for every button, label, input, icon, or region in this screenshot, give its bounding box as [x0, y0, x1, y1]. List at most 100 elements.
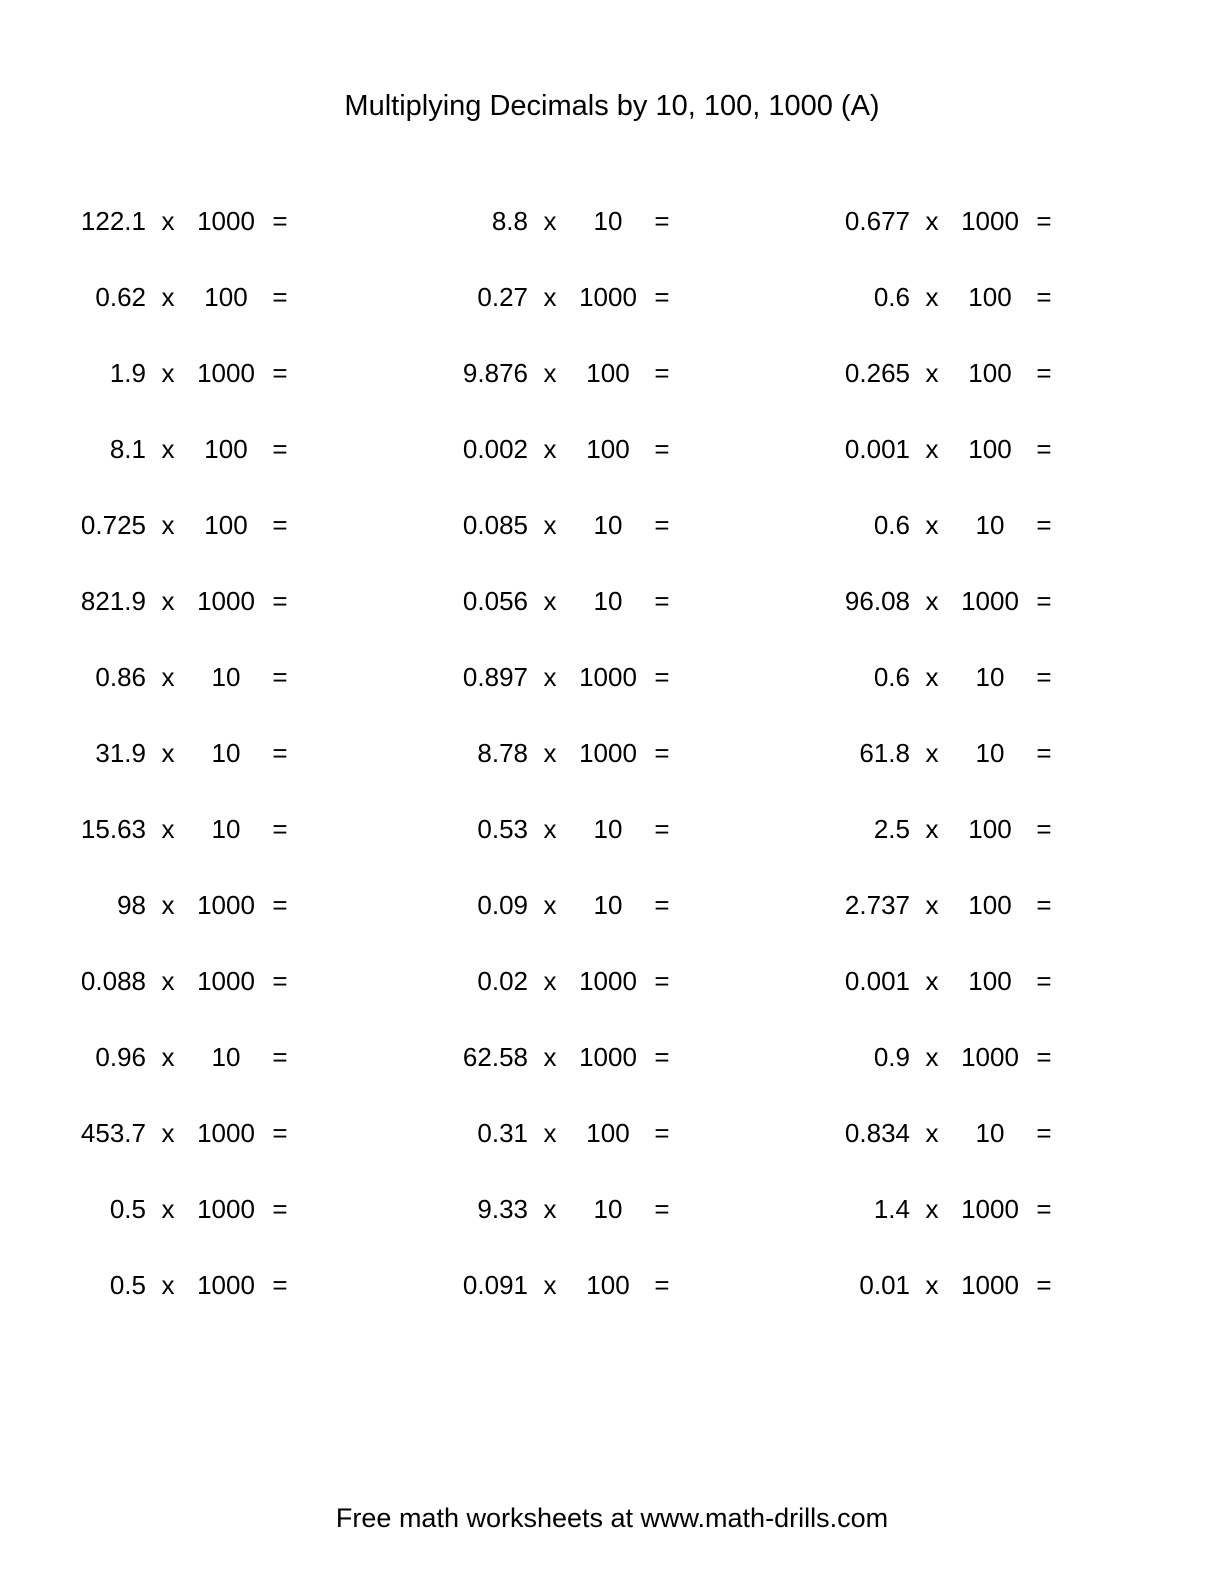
operand-1: 0.677: [824, 206, 910, 237]
operand-1: 62.58: [442, 1042, 528, 1073]
operand-1: 0.725: [60, 510, 146, 541]
operand-2: 1000: [572, 966, 644, 997]
equals-sign: =: [1026, 1270, 1062, 1301]
operand-1: 0.6: [824, 282, 910, 313]
multiply-operator: x: [528, 738, 572, 769]
operand-2: 10: [954, 510, 1026, 541]
operand-1: 9.33: [442, 1194, 528, 1225]
operand-1: 453.7: [60, 1118, 146, 1149]
equals-sign: =: [1026, 890, 1062, 921]
problem-row: 0.6x10=: [824, 639, 1164, 715]
problem-row: 0.897x1000=: [442, 639, 782, 715]
multiply-operator: x: [528, 282, 572, 313]
equals-sign: =: [1026, 434, 1062, 465]
multiply-operator: x: [146, 1042, 190, 1073]
equals-sign: =: [644, 1270, 680, 1301]
problem-row: 453.7x1000=: [60, 1095, 400, 1171]
problem-row: 0.96x10=: [60, 1019, 400, 1095]
problem-row: 62.58x1000=: [442, 1019, 782, 1095]
multiply-operator: x: [910, 1194, 954, 1225]
problem-row: 0.001x100=: [824, 411, 1164, 487]
problem-row: 0.02x1000=: [442, 943, 782, 1019]
problem-row: 0.01x1000=: [824, 1247, 1164, 1323]
operand-2: 10: [190, 738, 262, 769]
worksheet-footer: Free math worksheets at www.math-drills.…: [50, 1503, 1174, 1534]
equals-sign: =: [262, 434, 298, 465]
operand-1: 0.091: [442, 1270, 528, 1301]
equals-sign: =: [644, 1118, 680, 1149]
operand-1: 0.01: [824, 1270, 910, 1301]
operand-2: 1000: [190, 358, 262, 389]
multiply-operator: x: [146, 510, 190, 541]
operand-2: 1000: [572, 662, 644, 693]
operand-2: 100: [572, 434, 644, 465]
operand-1: 0.265: [824, 358, 910, 389]
equals-sign: =: [262, 1118, 298, 1149]
multiply-operator: x: [910, 434, 954, 465]
problem-row: 2.737x100=: [824, 867, 1164, 943]
operand-1: 8.1: [60, 434, 146, 465]
operand-1: 0.5: [60, 1194, 146, 1225]
operand-1: 0.001: [824, 434, 910, 465]
operand-2: 100: [572, 358, 644, 389]
operand-2: 10: [954, 738, 1026, 769]
operand-1: 0.085: [442, 510, 528, 541]
operand-1: 122.1: [60, 206, 146, 237]
operand-1: 0.056: [442, 586, 528, 617]
multiply-operator: x: [146, 434, 190, 465]
multiply-operator: x: [910, 358, 954, 389]
problem-row: 0.725x100=: [60, 487, 400, 563]
multiply-operator: x: [146, 662, 190, 693]
problem-row: 122.1x1000=: [60, 183, 400, 259]
equals-sign: =: [644, 1194, 680, 1225]
operand-2: 10: [572, 510, 644, 541]
multiply-operator: x: [146, 966, 190, 997]
equals-sign: =: [262, 1194, 298, 1225]
operand-1: 96.08: [824, 586, 910, 617]
equals-sign: =: [644, 358, 680, 389]
equals-sign: =: [644, 282, 680, 313]
problem-row: 1.4x1000=: [824, 1171, 1164, 1247]
operand-1: 8.78: [442, 738, 528, 769]
multiply-operator: x: [146, 814, 190, 845]
operand-1: 0.31: [442, 1118, 528, 1149]
problem-row: 1.9x1000=: [60, 335, 400, 411]
multiply-operator: x: [146, 1270, 190, 1301]
multiply-operator: x: [528, 358, 572, 389]
worksheet-title: Multiplying Decimals by 10, 100, 1000 (A…: [50, 90, 1174, 123]
equals-sign: =: [262, 966, 298, 997]
operand-2: 100: [954, 282, 1026, 313]
problem-row: 2.5x100=: [824, 791, 1164, 867]
multiply-operator: x: [910, 966, 954, 997]
column-1: 122.1x1000=0.62x100=1.9x1000=8.1x100=0.7…: [60, 183, 400, 1473]
multiply-operator: x: [528, 510, 572, 541]
problem-row: 0.5x1000=: [60, 1171, 400, 1247]
problem-row: 0.6x10=: [824, 487, 1164, 563]
equals-sign: =: [1026, 1042, 1062, 1073]
operand-1: 0.53: [442, 814, 528, 845]
column-3: 0.677x1000=0.6x100=0.265x100=0.001x100=0…: [824, 183, 1164, 1473]
multiply-operator: x: [528, 814, 572, 845]
operand-1: 0.02: [442, 966, 528, 997]
operand-1: 31.9: [60, 738, 146, 769]
operand-1: 0.6: [824, 662, 910, 693]
problem-row: 0.834x10=: [824, 1095, 1164, 1171]
equals-sign: =: [644, 586, 680, 617]
multiply-operator: x: [528, 1194, 572, 1225]
equals-sign: =: [262, 814, 298, 845]
operand-1: 0.088: [60, 966, 146, 997]
operand-2: 100: [954, 966, 1026, 997]
multiply-operator: x: [146, 282, 190, 313]
problem-row: 8.78x1000=: [442, 715, 782, 791]
operand-2: 10: [572, 586, 644, 617]
problem-row: 821.9x1000=: [60, 563, 400, 639]
multiply-operator: x: [146, 206, 190, 237]
operand-1: 0.86: [60, 662, 146, 693]
problem-row: 8.1x100=: [60, 411, 400, 487]
multiply-operator: x: [528, 966, 572, 997]
operand-1: 0.002: [442, 434, 528, 465]
equals-sign: =: [262, 358, 298, 389]
multiply-operator: x: [528, 206, 572, 237]
operand-2: 1000: [954, 1042, 1026, 1073]
operand-2: 1000: [572, 738, 644, 769]
